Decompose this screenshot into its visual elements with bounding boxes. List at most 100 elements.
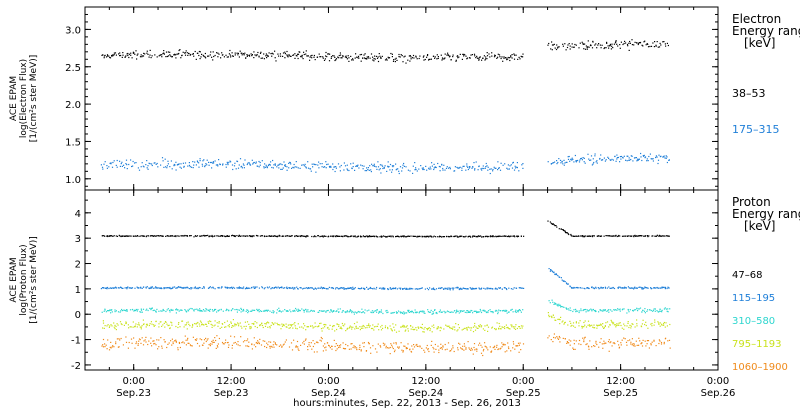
data-point — [465, 347, 467, 349]
data-point — [102, 54, 104, 56]
data-point — [504, 163, 506, 165]
data-point — [478, 325, 480, 327]
data-point — [663, 286, 665, 288]
data-point — [644, 340, 646, 342]
data-point — [150, 235, 152, 237]
data-point — [314, 235, 316, 237]
data-point — [103, 55, 105, 57]
data-point — [476, 235, 478, 238]
data-point — [406, 287, 408, 289]
data-point — [566, 283, 568, 285]
data-point — [493, 166, 495, 168]
data-point — [351, 312, 353, 314]
data-point — [382, 327, 384, 329]
data-point — [192, 325, 194, 327]
data-point — [125, 55, 127, 57]
data-point — [330, 165, 332, 167]
data-point — [148, 340, 150, 342]
data-point — [453, 310, 456, 312]
data-point — [278, 307, 280, 309]
data-point — [621, 327, 623, 329]
data-point — [521, 327, 523, 329]
data-point — [251, 287, 253, 289]
data-point — [216, 52, 218, 54]
data-point — [136, 54, 138, 56]
data-point — [113, 54, 115, 56]
data-point — [205, 337, 207, 339]
data-point — [423, 55, 425, 57]
data-point — [390, 236, 392, 238]
data-point — [393, 351, 396, 353]
data-point — [368, 309, 370, 311]
data-point — [307, 349, 309, 351]
data-point — [484, 167, 486, 169]
data-point — [255, 234, 258, 237]
data-point — [331, 328, 333, 330]
data-point — [212, 162, 214, 164]
data-point — [187, 165, 189, 167]
data-point — [254, 321, 256, 323]
data-point — [475, 326, 477, 328]
data-point — [143, 235, 145, 237]
data-point — [443, 58, 445, 60]
data-point — [551, 49, 553, 51]
data-point — [245, 325, 247, 327]
data-point — [560, 305, 562, 308]
data-point — [503, 57, 505, 59]
data-point — [282, 55, 284, 57]
data-point — [522, 167, 524, 169]
data-point — [452, 347, 454, 349]
data-point — [613, 287, 616, 290]
data-point — [500, 328, 502, 330]
data-point — [108, 349, 111, 351]
data-point — [320, 310, 322, 312]
data-point — [605, 322, 607, 324]
data-point — [184, 335, 186, 337]
data-point — [581, 235, 583, 237]
data-point — [415, 344, 417, 346]
data-point — [200, 310, 202, 312]
data-point — [412, 235, 414, 237]
data-point — [223, 56, 225, 58]
data-point — [504, 57, 507, 59]
data-point — [476, 312, 478, 314]
data-point — [384, 287, 386, 289]
data-point — [482, 310, 484, 312]
data-point — [179, 286, 181, 289]
x-tick-date: Sep.23 — [214, 388, 249, 399]
data-point — [397, 346, 399, 348]
data-point — [669, 308, 671, 310]
data-point — [236, 311, 238, 313]
data-point — [466, 327, 468, 329]
data-point — [241, 167, 243, 169]
data-point — [453, 235, 455, 238]
data-point — [286, 54, 288, 56]
data-point — [361, 287, 363, 289]
data-point — [497, 169, 499, 171]
data-point — [111, 325, 113, 327]
data-point — [419, 326, 421, 328]
data-point — [605, 47, 607, 49]
data-point — [655, 45, 657, 47]
data-point — [225, 326, 227, 328]
data-point — [393, 326, 395, 328]
data-point — [460, 310, 462, 312]
data-point — [119, 160, 121, 162]
data-point — [171, 344, 173, 346]
data-point — [172, 286, 174, 288]
data-point — [645, 324, 647, 327]
data-point — [382, 287, 384, 289]
data-point — [364, 288, 366, 290]
data-point — [586, 309, 588, 311]
data-point — [493, 56, 496, 58]
data-point — [507, 346, 510, 348]
data-point — [437, 345, 439, 347]
data-point — [121, 165, 123, 167]
data-point — [230, 322, 232, 324]
data-point — [498, 287, 500, 289]
data-point — [566, 46, 569, 49]
data-point — [619, 286, 621, 288]
data-point — [305, 53, 307, 55]
data-point — [427, 327, 429, 329]
data-point — [656, 235, 658, 237]
